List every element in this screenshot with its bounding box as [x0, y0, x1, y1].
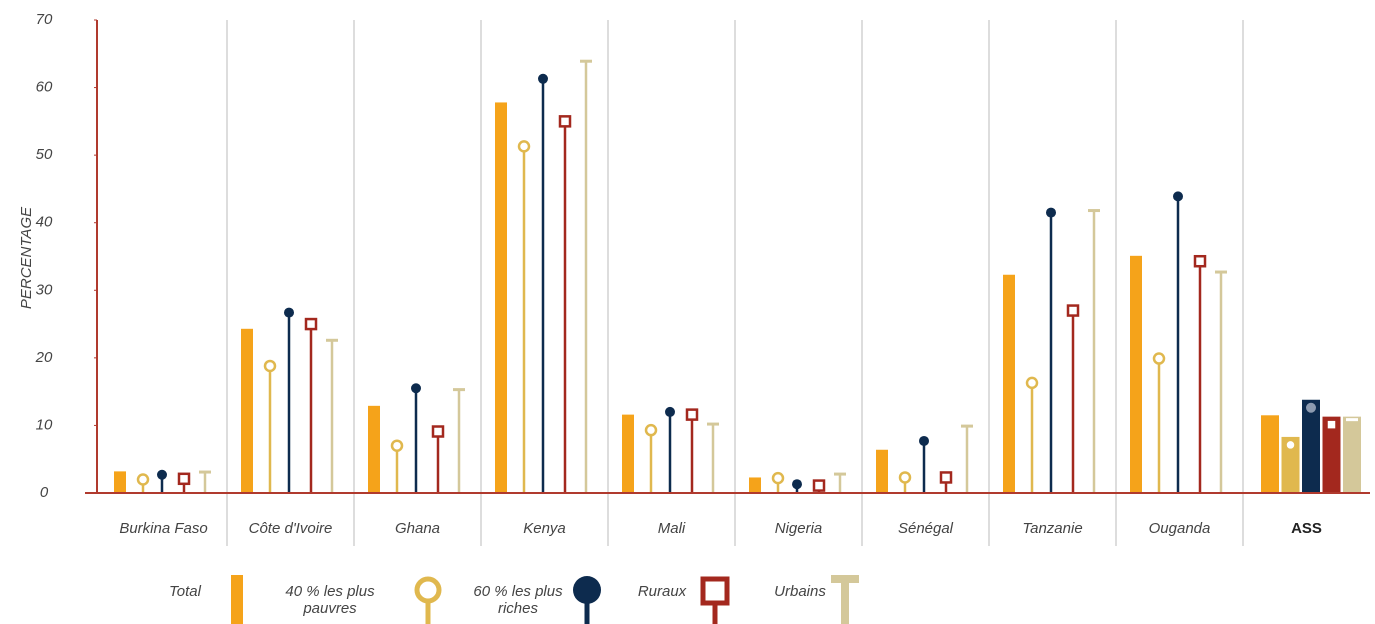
legend-icon [231, 575, 243, 624]
x-tick-label: Nigeria [775, 520, 823, 537]
marker-icon [558, 115, 572, 128]
legend-icon [700, 576, 730, 606]
legend-icon [573, 576, 601, 604]
bar [1322, 416, 1341, 493]
marker-icon [177, 472, 191, 486]
marker-icon [390, 439, 404, 452]
marker-icon [1152, 352, 1166, 365]
bar [1261, 415, 1279, 493]
marker-icon [898, 471, 912, 484]
x-tick-label: Kenya [523, 520, 566, 537]
x-tick-label: Sénégal [898, 520, 954, 537]
bar [1281, 436, 1300, 493]
y-tick-label: 30 [36, 281, 53, 298]
legend-label: Urbains [774, 583, 826, 600]
y-tick-label: 0 [40, 484, 49, 501]
y-axis-label: PERCENTAGE [18, 206, 35, 309]
marker-icon [1193, 254, 1207, 268]
x-tick-label: Côte d'Ivoire [249, 520, 333, 537]
marker-icon [1306, 402, 1316, 413]
marker-icon [812, 479, 826, 492]
marker-icon [136, 473, 150, 486]
marker-icon [431, 425, 445, 438]
y-tick-label: 70 [36, 11, 53, 28]
marker-icon [939, 471, 953, 484]
bar [876, 449, 888, 493]
legend-label: Ruraux [637, 583, 687, 600]
legend-icon [841, 575, 849, 624]
marker-icon [1284, 438, 1297, 452]
marker-icon [304, 317, 318, 331]
x-tick-label: Ouganda [1149, 520, 1211, 537]
x-tick-label: Burkina Faso [119, 520, 207, 537]
bar [368, 405, 380, 493]
marker-icon [284, 307, 294, 318]
marker-icon [685, 408, 699, 421]
x-tick-label: ASS [1291, 520, 1322, 537]
y-tick-label: 40 [36, 214, 53, 231]
legend-icon [831, 575, 859, 583]
y-tick-label: 60 [36, 79, 53, 96]
marker-icon [665, 406, 675, 417]
legend-label: 60 % les plus riches [473, 583, 563, 617]
marker-icon [1046, 207, 1056, 218]
bar [622, 414, 634, 493]
marker-icon [157, 469, 167, 480]
y-tick-label: 50 [36, 146, 53, 163]
marker-icon [517, 140, 531, 153]
bar [1302, 399, 1320, 493]
bar [1130, 255, 1142, 493]
bar [495, 102, 507, 494]
marker-icon [538, 73, 548, 84]
x-tick-label: Mali [658, 520, 686, 537]
marker-icon [1066, 304, 1080, 317]
marker-icon [792, 479, 802, 490]
marker-icon [919, 435, 929, 446]
marker-icon [1173, 191, 1183, 202]
bar [114, 471, 126, 493]
x-tick-label: Tanzanie [1022, 520, 1082, 537]
legend-label: Total [169, 583, 201, 600]
legend-icon [414, 576, 442, 604]
marker-icon [411, 383, 421, 394]
x-tick-label: Ghana [395, 520, 440, 537]
legend-label: 40 % les plus pauvres [285, 583, 375, 617]
marker-icon [263, 359, 277, 373]
marker-icon [644, 423, 658, 437]
marker-icon [771, 471, 785, 485]
marker-icon [1325, 418, 1338, 431]
bar [1343, 416, 1361, 493]
marker-icon [1025, 376, 1039, 390]
bar [749, 477, 761, 493]
bar [241, 328, 253, 493]
y-tick-label: 20 [35, 349, 53, 366]
bar [1003, 274, 1015, 493]
y-tick-label: 10 [36, 416, 53, 433]
